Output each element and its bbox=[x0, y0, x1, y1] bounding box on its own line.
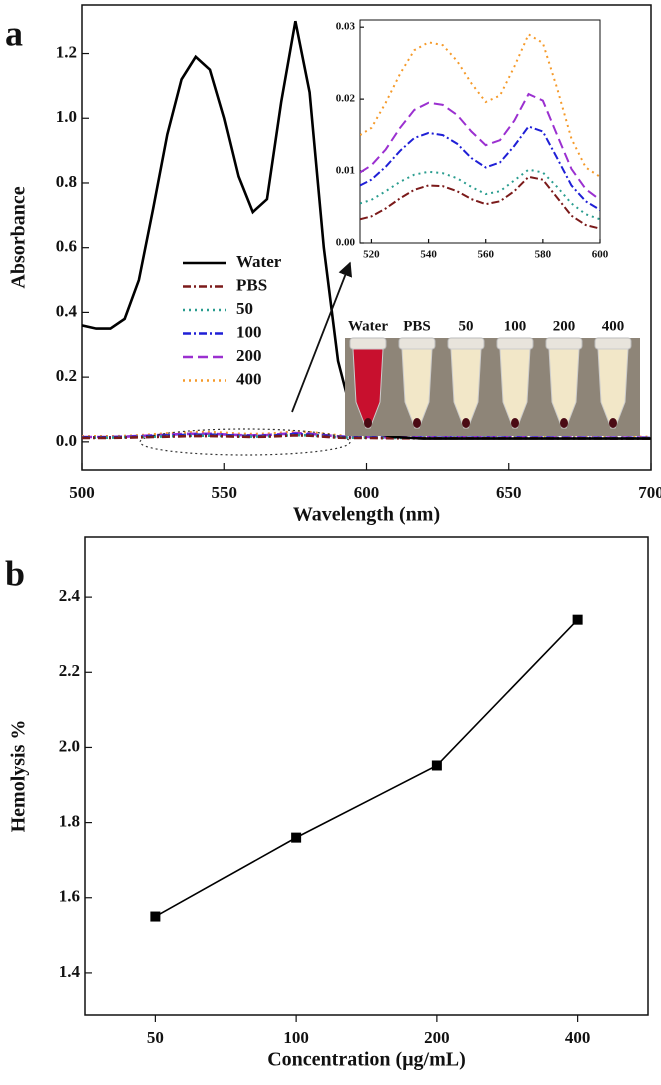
photo-label: 200 bbox=[553, 318, 576, 334]
y-tick-label: 0.02 bbox=[336, 93, 356, 105]
data-line bbox=[360, 92, 600, 201]
x-tick-label: 520 bbox=[363, 249, 380, 261]
y-tick-label: 0.4 bbox=[56, 301, 78, 320]
legend-label: 400 bbox=[236, 369, 262, 388]
x-tick-label: 400 bbox=[565, 1028, 591, 1047]
data-line bbox=[360, 175, 600, 230]
x-tick-label: 560 bbox=[477, 249, 494, 261]
y-tick-label: 1.6 bbox=[59, 887, 80, 906]
y-tick-label: 0.8 bbox=[56, 172, 77, 191]
photo-label: 50 bbox=[459, 318, 474, 334]
y-tick-label: 1.8 bbox=[59, 812, 80, 831]
legend-label: Water bbox=[236, 252, 282, 271]
x-tick-label: 550 bbox=[212, 483, 238, 502]
legend-label: PBS bbox=[236, 275, 267, 294]
y-tick-label: 2.4 bbox=[59, 586, 81, 605]
plot-frame bbox=[84, 536, 649, 1016]
y-tick-label: 1.2 bbox=[56, 42, 77, 61]
data-point bbox=[291, 832, 302, 843]
y-tick-label: 0.00 bbox=[336, 237, 356, 249]
photo-label: 100 bbox=[504, 318, 527, 334]
y-tick-label: 0.03 bbox=[336, 21, 356, 33]
x-tick-label: 580 bbox=[535, 249, 552, 261]
data-point bbox=[431, 760, 442, 771]
y-tick-label: 0.0 bbox=[56, 431, 77, 450]
x-tick-label: 500 bbox=[69, 483, 95, 502]
zoom-region bbox=[139, 428, 351, 456]
tube-pellet bbox=[364, 418, 372, 428]
zoom-arrow bbox=[291, 261, 353, 413]
y-tick-label: 1.0 bbox=[56, 107, 77, 126]
x-tick-label: 650 bbox=[496, 483, 522, 502]
tube-body bbox=[499, 348, 531, 429]
legend-label: 50 bbox=[236, 299, 253, 318]
photo-label: Water bbox=[348, 318, 388, 334]
data-point bbox=[150, 911, 161, 922]
tube-cap bbox=[594, 337, 632, 350]
tube-cap bbox=[545, 337, 583, 350]
tube-pellet bbox=[413, 418, 421, 428]
data-point bbox=[572, 614, 583, 625]
legend-label: 100 bbox=[236, 322, 262, 341]
tube-pellet bbox=[462, 418, 470, 428]
tube-body bbox=[352, 348, 384, 429]
panel-label: a bbox=[5, 13, 23, 53]
legend-label: 200 bbox=[236, 346, 262, 365]
tube-cap bbox=[447, 337, 485, 350]
photo-label: PBS bbox=[403, 318, 431, 334]
x-tick-label: 540 bbox=[420, 249, 437, 261]
tube-pellet bbox=[609, 418, 617, 428]
y-tick-label: 2.2 bbox=[59, 661, 80, 680]
data-line bbox=[82, 431, 651, 439]
x-tick-label: 600 bbox=[354, 483, 380, 502]
y-tick-label: 0.2 bbox=[56, 366, 77, 385]
tube-pellet bbox=[560, 418, 568, 428]
y-axis-label: Hemolysis % bbox=[8, 720, 30, 833]
x-tick-label: 50 bbox=[147, 1028, 164, 1047]
y-tick-label: 2.0 bbox=[59, 736, 80, 755]
data-line bbox=[82, 434, 651, 440]
tube-body bbox=[450, 348, 482, 429]
plot-frame bbox=[359, 19, 601, 244]
tube-body bbox=[401, 348, 433, 429]
tube-body bbox=[597, 348, 629, 429]
y-tick-label: 0.6 bbox=[56, 237, 77, 256]
x-axis-label: Wavelength (nm) bbox=[293, 504, 440, 526]
tube-cap bbox=[398, 337, 436, 350]
data-line bbox=[154, 619, 579, 918]
y-tick-label: 1.4 bbox=[59, 962, 81, 981]
photo-label: 400 bbox=[602, 318, 625, 334]
x-tick-label: 200 bbox=[424, 1028, 450, 1047]
panel-label: b bbox=[5, 553, 25, 593]
x-tick-label: 700 bbox=[638, 483, 661, 502]
x-tick-label: 100 bbox=[283, 1028, 309, 1047]
y-tick-label: 0.01 bbox=[336, 165, 355, 177]
data-line bbox=[360, 168, 600, 221]
x-tick-label: 600 bbox=[592, 249, 609, 261]
tube-body bbox=[548, 348, 580, 429]
x-axis-label: Concentration (μg/mL) bbox=[267, 1049, 466, 1071]
data-line bbox=[360, 32, 600, 178]
tube-cap bbox=[349, 337, 387, 350]
data-line bbox=[360, 125, 600, 211]
photo-wall bbox=[345, 318, 640, 338]
tube-pellet bbox=[511, 418, 519, 428]
tube-cap bbox=[496, 337, 534, 350]
y-axis-label: Absorbance bbox=[8, 186, 30, 288]
